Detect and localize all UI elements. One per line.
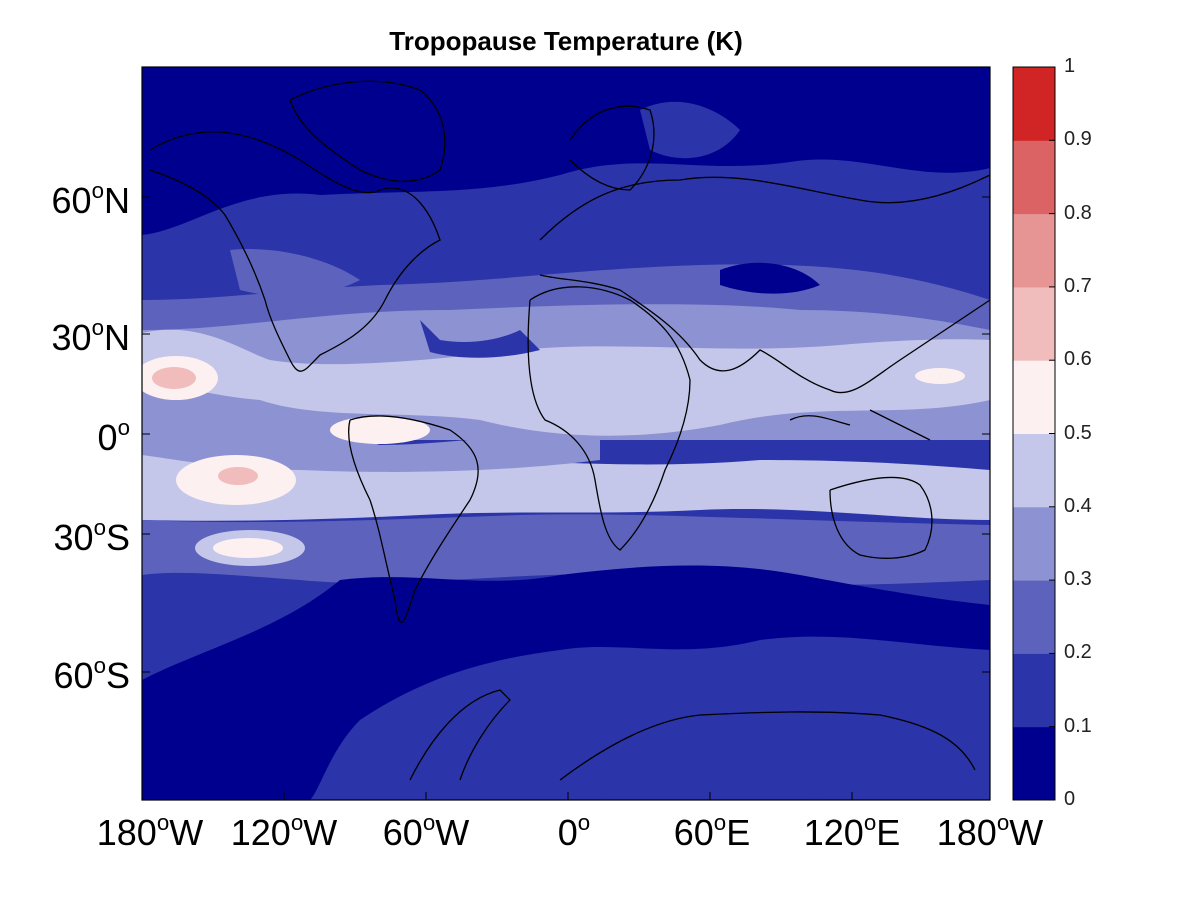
coastline-australia: [829, 476, 933, 559]
contour-field: [142, 67, 990, 800]
contour-warm-1-core: [152, 367, 196, 389]
colorbar-segment: [1013, 580, 1055, 654]
colorbar-tick-label: 0.2: [1064, 641, 1092, 664]
xtick-120e: 120oE: [803, 810, 901, 853]
colorbar-segment: [1013, 67, 1055, 141]
coastline-south-america: [348, 415, 479, 624]
ytick-0: 0o: [97, 415, 130, 458]
colorbar-tick-label: 0: [1064, 788, 1076, 810]
xtick-180w-right: 180oW: [936, 810, 1044, 853]
contour-midlat-s: [142, 514, 990, 585]
colorbar-tick-label: 0.7: [1064, 274, 1092, 297]
ytick-60n: 60oN: [51, 178, 130, 221]
colorbar-tick-label: 0.1: [1064, 714, 1092, 737]
contour-warm-5: [915, 368, 965, 384]
colorbar-segment: [1013, 506, 1055, 581]
colorbar-segment: [1013, 140, 1055, 215]
colorbar-tick-label: 0.5: [1064, 421, 1092, 444]
map-title: Tropopause Temperature (K): [389, 26, 743, 56]
contour-warm-4: [330, 416, 430, 444]
colorbar-tick-label: 0.6: [1064, 348, 1092, 371]
contour-north-polar: [142, 67, 990, 235]
colorbar-segment: [1013, 726, 1055, 801]
axis-ticks: [142, 196, 990, 800]
ytick-60s: 60oS: [53, 653, 130, 696]
colorbar-segment: [1013, 213, 1055, 288]
contour-tropics-s: [142, 440, 990, 521]
contour-patch-na: [230, 249, 360, 297]
colorbar-frame: [1012, 66, 1056, 801]
contour-eq-band: [142, 400, 600, 472]
contour-antarctic-east: [600, 676, 820, 800]
xtick-120w: 120oW: [230, 810, 338, 853]
contour-patch-n-atlantic: [420, 320, 540, 358]
colorbar-tick-label: 0.9: [1064, 128, 1092, 151]
coastline-eurasia: [539, 174, 990, 394]
coastline-antarctica: [409, 689, 976, 781]
colorbar-segment: [1013, 433, 1055, 508]
xtick-60w: 60oW: [382, 810, 470, 853]
ytick-30n: 30oN: [51, 315, 130, 358]
colorbar-segment: [1013, 286, 1055, 361]
contour-warm-3: [213, 538, 283, 558]
colorbar-tick-label: 1: [1064, 55, 1076, 77]
xtick-0: 0o: [557, 810, 591, 853]
coastline-maritime-continent: [789, 409, 931, 441]
contour-patch-asia: [720, 262, 820, 294]
coastline-greenland: [289, 80, 446, 182]
contour-patch-arctic: [640, 101, 740, 159]
colorbar-segment: [1013, 360, 1055, 434]
coastline-africa: [527, 286, 691, 551]
colorbar-tick-label: 0.4: [1064, 494, 1092, 517]
contour-southern-ocean: [142, 565, 990, 800]
xtick-180w: 180oW: [96, 810, 204, 853]
coastline-scandinavia: [569, 105, 655, 191]
colorbar-segment: [1013, 653, 1055, 728]
contour-tropics-n: [142, 329, 990, 436]
colorbar-tick-label: 0.8: [1064, 201, 1092, 224]
coastline-north-america: [149, 131, 441, 372]
ytick-30s: 30oS: [53, 515, 130, 558]
coastlines: [149, 80, 990, 781]
xtick-60e: 60oE: [673, 810, 751, 853]
contour-warm-2-core: [218, 467, 258, 485]
colorbar: [1013, 66, 1055, 801]
colorbar-tick-label: 0.3: [1064, 568, 1092, 591]
